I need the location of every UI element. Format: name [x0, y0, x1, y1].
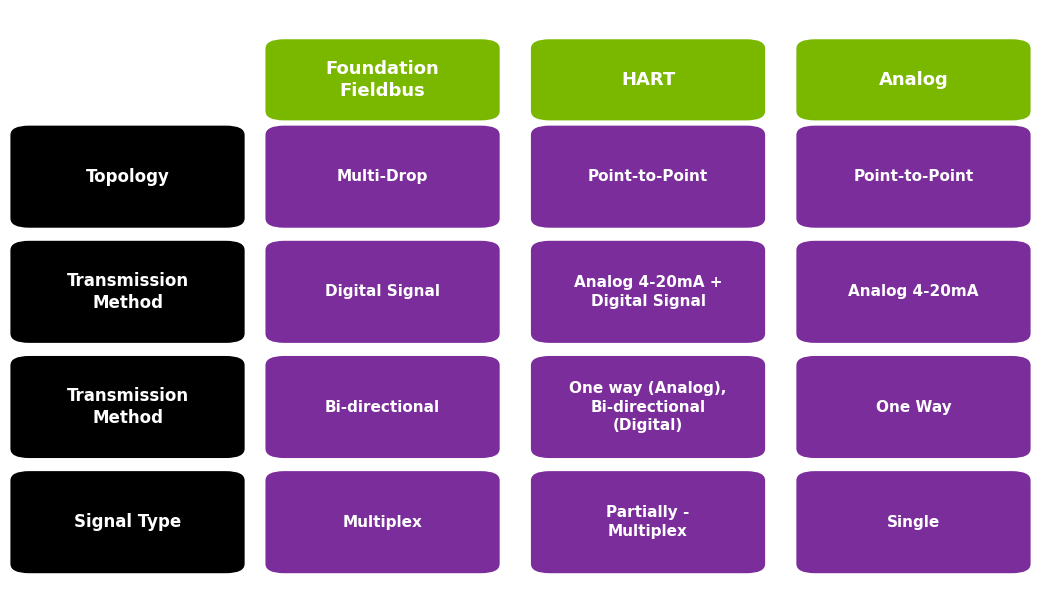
FancyBboxPatch shape — [265, 39, 500, 120]
FancyBboxPatch shape — [10, 471, 245, 573]
Text: Partially -
Multiplex: Partially - Multiplex — [606, 505, 690, 539]
Text: Foundation
Fieldbus: Foundation Fieldbus — [326, 60, 439, 100]
Text: Single: Single — [887, 515, 940, 530]
Text: Point-to-Point: Point-to-Point — [854, 169, 973, 184]
Text: Bi-directional: Bi-directional — [325, 400, 440, 415]
Text: Multi-Drop: Multi-Drop — [337, 169, 428, 184]
FancyBboxPatch shape — [10, 356, 245, 458]
Text: HART: HART — [620, 71, 676, 89]
FancyBboxPatch shape — [265, 126, 500, 228]
FancyBboxPatch shape — [531, 39, 765, 120]
FancyBboxPatch shape — [796, 126, 1031, 228]
Text: Analog: Analog — [879, 71, 948, 89]
Text: Analog 4-20mA +
Digital Signal: Analog 4-20mA + Digital Signal — [574, 275, 722, 309]
FancyBboxPatch shape — [265, 241, 500, 343]
Text: Analog 4-20mA: Analog 4-20mA — [848, 284, 979, 299]
FancyBboxPatch shape — [531, 126, 765, 228]
FancyBboxPatch shape — [531, 356, 765, 458]
FancyBboxPatch shape — [796, 471, 1031, 573]
FancyBboxPatch shape — [265, 471, 500, 573]
Text: Signal Type: Signal Type — [74, 513, 181, 531]
Text: Transmission
Method: Transmission Method — [67, 387, 188, 427]
FancyBboxPatch shape — [796, 241, 1031, 343]
Text: Digital Signal: Digital Signal — [325, 284, 440, 299]
FancyBboxPatch shape — [531, 241, 765, 343]
FancyBboxPatch shape — [796, 356, 1031, 458]
FancyBboxPatch shape — [265, 356, 500, 458]
FancyBboxPatch shape — [10, 126, 245, 228]
Text: One way (Analog),
Bi-directional
(Digital): One way (Analog), Bi-directional (Digita… — [569, 381, 727, 433]
Text: Point-to-Point: Point-to-Point — [588, 169, 708, 184]
Text: Transmission
Method: Transmission Method — [67, 272, 188, 312]
Text: Topology: Topology — [85, 168, 170, 185]
Text: One Way: One Way — [875, 400, 951, 415]
FancyBboxPatch shape — [796, 39, 1031, 120]
FancyBboxPatch shape — [531, 471, 765, 573]
FancyBboxPatch shape — [10, 241, 245, 343]
Text: Multiplex: Multiplex — [342, 515, 423, 530]
